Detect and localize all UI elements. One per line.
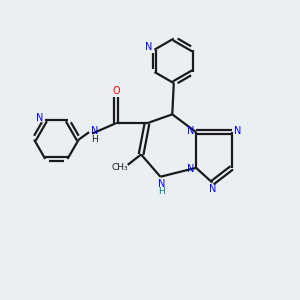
- Text: H: H: [91, 134, 98, 143]
- Text: CH₃: CH₃: [111, 163, 128, 172]
- Text: N: N: [209, 184, 217, 194]
- Text: N: N: [91, 126, 98, 136]
- Text: N: N: [36, 113, 43, 123]
- Text: N: N: [234, 126, 242, 136]
- Text: N: N: [187, 164, 194, 174]
- Text: H: H: [158, 187, 165, 196]
- Text: N: N: [158, 179, 166, 189]
- Text: O: O: [112, 85, 120, 96]
- Text: N: N: [145, 42, 152, 52]
- Text: N: N: [187, 126, 194, 136]
